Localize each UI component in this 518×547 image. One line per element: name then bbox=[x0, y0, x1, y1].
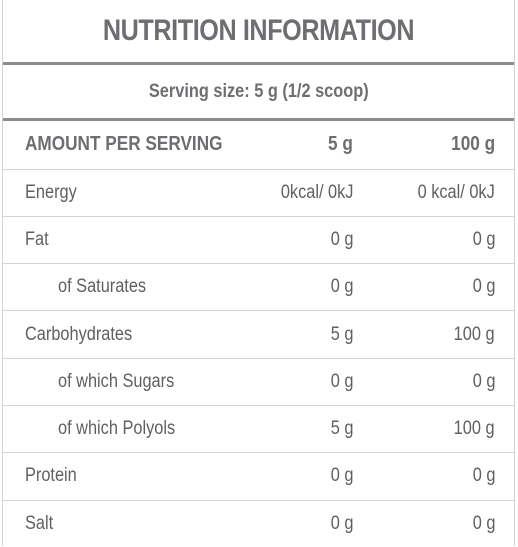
table-row-carbohydrates: Carbohydrates 5 g 100 g bbox=[3, 310, 514, 359]
table-row-salt: Salt 0 g 0 g bbox=[3, 500, 514, 547]
row-value-per-serving: 5 g bbox=[213, 405, 355, 454]
row-value-per-100g: 0 g bbox=[472, 512, 495, 534]
panel-title: NUTRITION INFORMATION bbox=[102, 14, 415, 47]
row-label: of which Sugars bbox=[3, 358, 213, 406]
row-value-per-100g: 0 g bbox=[355, 452, 514, 501]
row-label: of Saturates bbox=[3, 263, 213, 312]
title-divider bbox=[3, 62, 514, 65]
table-row-energy: Energy 0kcal/ 0kJ 0 kcal/ 0kJ bbox=[3, 169, 514, 217]
row-value-per-100g: 0 g bbox=[355, 263, 514, 312]
row-value-per-serving: 0 g bbox=[330, 512, 353, 534]
row-value-per-100g: 0 g bbox=[355, 216, 514, 265]
table-row-polyols: of which Polyols 5 g 100 g bbox=[3, 405, 514, 454]
table-row-protein: Protein 0 g 0 g bbox=[3, 452, 514, 501]
serving-size-text: Serving size: 5 g (1/2 scoop) bbox=[148, 80, 369, 102]
row-value-per-100g: 100 g bbox=[355, 405, 514, 454]
row-value-per-serving: 0kcal/ 0kJ bbox=[213, 169, 355, 217]
header-label: AMOUNT PER SERVING bbox=[3, 121, 223, 170]
row-label: Carbohydrates bbox=[3, 310, 213, 359]
header-col-per-serving: 5 g bbox=[213, 121, 355, 170]
row-value-per-serving: 0 g bbox=[213, 358, 355, 406]
row-value-per-100g: 100 g bbox=[355, 310, 514, 359]
row-value-per-100g: 0 g bbox=[355, 358, 514, 406]
table-header-row: AMOUNT PER SERVING 5 g 100 g bbox=[3, 121, 514, 170]
nutrition-table: AMOUNT PER SERVING 5 g 100 g Energy 0kca… bbox=[3, 121, 514, 547]
row-value-per-serving: 5 g bbox=[213, 310, 355, 359]
row-value-per-serving: 0 g bbox=[213, 452, 355, 501]
row-value-per-100g: 0 kcal/ 0kJ bbox=[355, 169, 514, 217]
row-label: Energy bbox=[3, 169, 213, 217]
row-label: Salt bbox=[25, 512, 54, 534]
header-col-per-100g: 100 g bbox=[355, 121, 514, 170]
table-row-fat: Fat 0 g 0 g bbox=[3, 216, 514, 265]
row-label: Fat bbox=[3, 216, 213, 265]
serving-size: Serving size: 5 g (1/2 scoop) bbox=[3, 65, 514, 121]
table-row-saturates: of Saturates 0 g 0 g bbox=[3, 263, 514, 312]
row-label: of which Polyols bbox=[3, 405, 213, 454]
row-value-per-serving: 0 g bbox=[213, 216, 355, 265]
row-value-per-serving: 0 g bbox=[213, 263, 355, 312]
row-label: Protein bbox=[3, 452, 213, 501]
table-row-sugars: of which Sugars 0 g 0 g bbox=[3, 358, 514, 406]
